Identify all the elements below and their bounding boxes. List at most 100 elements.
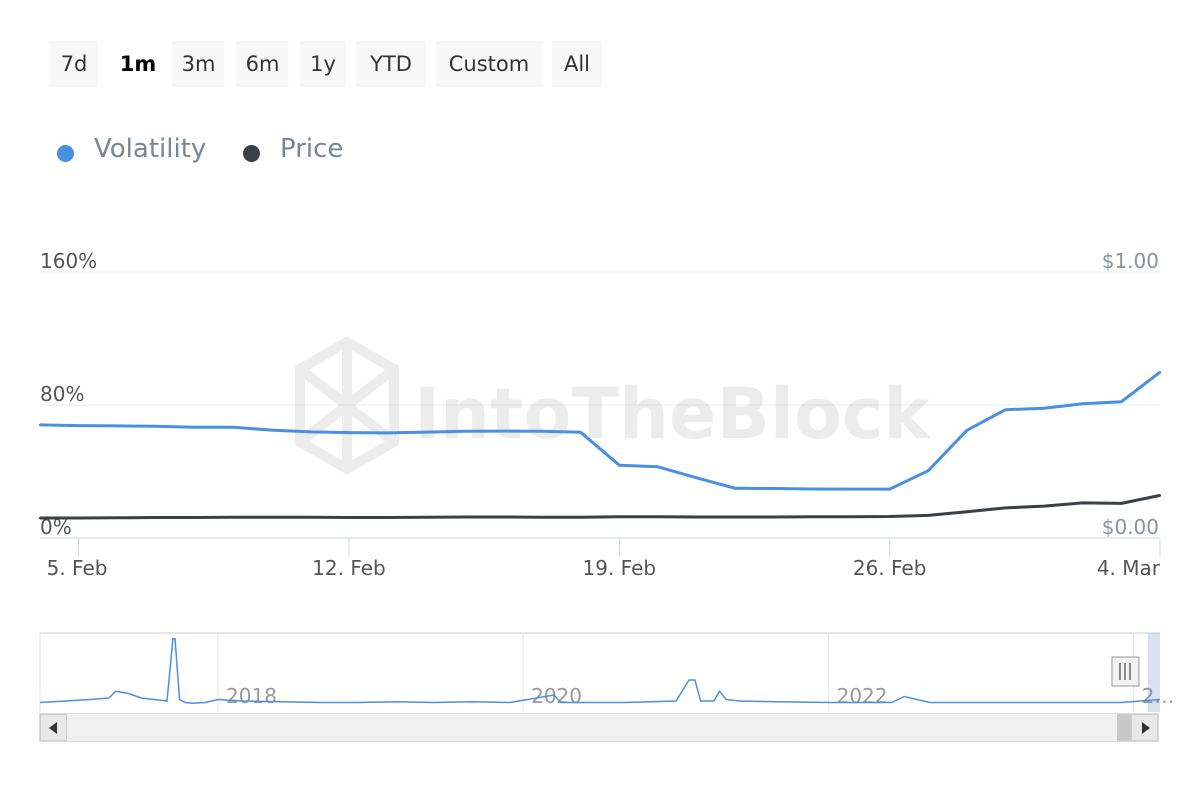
- data-point-price: [772, 515, 775, 519]
- data-point-price: [695, 515, 698, 519]
- data-point-volatility: [463, 430, 467, 433]
- data-point-volatility: [927, 469, 930, 472]
- data-point-volatility: [1004, 408, 1007, 411]
- legend-dot-price: [243, 145, 260, 162]
- data-point-volatility: [772, 487, 775, 490]
- data-point-price: [656, 515, 660, 518]
- data-point-price: [463, 515, 467, 519]
- data-point-volatility: [656, 465, 660, 469]
- data-point-price: [540, 516, 544, 519]
- data-point-price: [309, 516, 312, 519]
- data-point-volatility: [386, 431, 389, 435]
- series-line-price: [40, 493, 1161, 520]
- data-point-volatility: [38, 423, 42, 427]
- data-point-volatility: [811, 487, 814, 491]
- scroll-right-button[interactable]: [1131, 714, 1158, 741]
- data-point-volatility: [849, 487, 853, 491]
- range-button-ytd[interactable]: YTD: [356, 41, 426, 87]
- data-point-volatility: [733, 487, 737, 490]
- y-right-tick-label: $0.00: [1102, 515, 1159, 539]
- data-point-volatility: [347, 431, 351, 434]
- navigator-year-label: 2…: [1142, 684, 1175, 708]
- data-point-volatility: [888, 487, 891, 491]
- range-button-3m[interactable]: 3m: [172, 41, 225, 87]
- legend-label-volatility: Volatility: [94, 134, 207, 164]
- y-left-tick-label: 160%: [40, 249, 97, 273]
- data-point-price: [231, 516, 235, 519]
- data-point-price: [579, 516, 582, 519]
- data-point-volatility: [193, 426, 196, 429]
- data-point-volatility: [425, 430, 428, 434]
- data-point-volatility: [1120, 400, 1123, 403]
- data-point-volatility: [618, 463, 621, 467]
- data-point-price: [1004, 506, 1007, 510]
- series-line-volatility: [39, 371, 1161, 491]
- range-button-1y[interactable]: 1y: [300, 41, 346, 87]
- watermark-logo-icon: [295, 336, 399, 475]
- data-point-volatility: [309, 430, 312, 434]
- legend-item-volatility[interactable]: Volatility: [52, 132, 222, 168]
- data-point-volatility: [540, 430, 544, 433]
- data-point-volatility: [502, 429, 505, 433]
- navigator-year-label: 2020: [531, 684, 582, 708]
- x-tick-label: 12. Feb: [312, 556, 386, 580]
- data-point-volatility: [1081, 402, 1084, 405]
- data-point-price: [77, 516, 80, 520]
- data-point-volatility: [154, 425, 158, 428]
- data-point-price: [38, 516, 42, 520]
- navigator-year-label: 2018: [226, 684, 277, 708]
- range-button-1m[interactable]: 1m: [112, 41, 164, 87]
- data-point-price: [386, 516, 389, 519]
- legend-label-price: Price: [280, 134, 344, 164]
- y-right-tick-label: $1.00: [1102, 249, 1159, 273]
- data-point-volatility: [965, 429, 969, 432]
- navigator: 2018 2020 2022 2…: [39, 632, 1175, 712]
- x-tick-label: 26. Feb: [853, 556, 927, 580]
- data-point-volatility: [231, 426, 235, 429]
- navigator-handle[interactable]: [1111, 656, 1140, 687]
- legend-dot-volatility: [57, 145, 74, 162]
- watermark: IntoTheBlock: [295, 336, 931, 475]
- data-point-price: [1158, 494, 1162, 497]
- range-button-7d[interactable]: 7d: [50, 41, 98, 87]
- data-point-price: [733, 515, 737, 519]
- data-point-price: [1120, 502, 1123, 505]
- data-point-price: [154, 516, 158, 519]
- navigator-year-label: 2022: [837, 684, 888, 708]
- arrow-left-icon: [49, 722, 57, 734]
- data-point-price: [811, 515, 814, 518]
- watermark-text: IntoTheBlock: [414, 373, 931, 455]
- data-point-price: [347, 516, 351, 519]
- data-point-volatility: [116, 424, 119, 428]
- data-point-volatility: [695, 476, 698, 480]
- data-point-price: [927, 514, 930, 517]
- data-point-price: [965, 510, 969, 513]
- data-point-price: [425, 516, 428, 519]
- range-button-all[interactable]: All: [552, 41, 602, 87]
- range-button-6m[interactable]: 6m: [236, 41, 289, 87]
- x-tick-label: 5. Feb: [47, 556, 108, 580]
- arrow-right-icon: [1142, 722, 1150, 734]
- data-point-volatility: [1042, 407, 1046, 410]
- scrollbar-thumb[interactable]: [1117, 714, 1131, 741]
- navigator-series-line: [39, 638, 1161, 705]
- x-tick-label: 19. Feb: [583, 556, 657, 580]
- x-tick-label: 4. Mar: [1097, 556, 1161, 580]
- navigator-selection-mask[interactable]: [1147, 633, 1160, 712]
- data-point-price: [193, 516, 196, 519]
- data-point-price: [849, 515, 853, 518]
- chart-axes: 160%80%0%$1.00$0.005. Feb 12. Feb 19. Feb 2…: [40, 249, 1161, 580]
- data-point-price: [502, 515, 505, 519]
- data-point-price: [1081, 501, 1084, 505]
- chart-series: [38, 371, 1162, 520]
- scroll-left-button[interactable]: [40, 714, 67, 741]
- navigator-scrollbar[interactable]: [39, 713, 1159, 742]
- range-button-custom[interactable]: Custom: [436, 41, 542, 87]
- data-point-volatility: [77, 424, 80, 427]
- data-point-volatility: [270, 428, 273, 432]
- legend-item-price[interactable]: Price: [238, 132, 358, 168]
- data-point-price: [270, 516, 273, 519]
- data-point-price: [618, 515, 621, 518]
- data-point-price: [116, 516, 119, 519]
